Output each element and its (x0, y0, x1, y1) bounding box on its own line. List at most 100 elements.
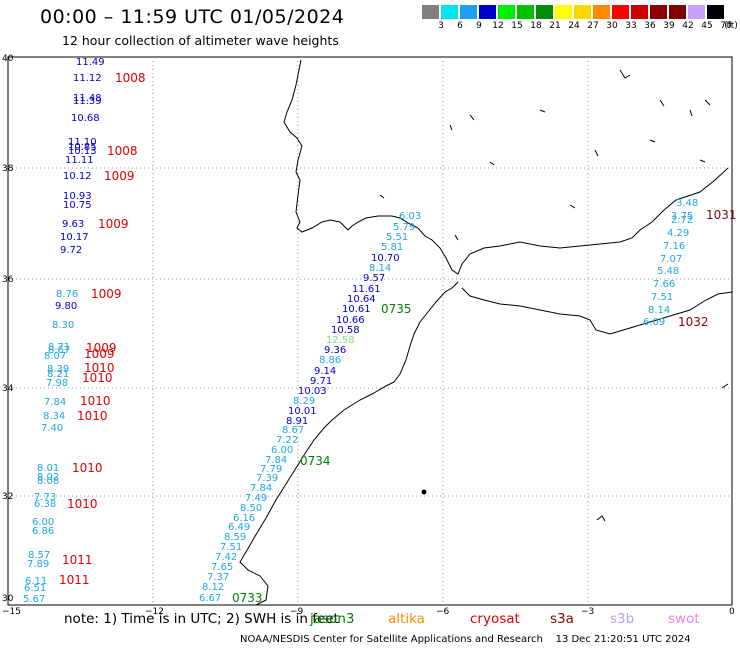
pressure-label: 1008 (115, 71, 146, 85)
left-column-blue: 11.49 11.12 11.48 11.39 10.68 11.10 10.8… (55, 57, 105, 312)
satellite-altika: altika (388, 611, 425, 627)
wave-height-label: 7.84 (44, 397, 66, 408)
legend-label: 33 (625, 21, 637, 31)
wave-height-label: 9.80 (55, 301, 77, 312)
legend-label: 12 (492, 21, 504, 31)
wave-height-label: 7.73 (34, 492, 56, 503)
wave-height-label: 8.67 (282, 425, 304, 436)
pressure-label: 1010 (80, 394, 111, 408)
wave-height-label: 8.02 (37, 472, 59, 483)
legend-swatch (612, 5, 629, 19)
wave-height-label: 10.75 (63, 200, 92, 211)
lon-tick: −15 (2, 607, 21, 617)
pressure-label: 1032 (678, 315, 709, 329)
map-subtitle: 12 hour collection of altimeter wave hei… (62, 33, 339, 48)
wave-height-label: 8.14 (648, 305, 670, 316)
pressure-label: 1009 (98, 217, 129, 231)
coastline (239, 59, 733, 606)
wave-height-label: 8.07 (44, 351, 66, 362)
wave-height-label: 7.84 (265, 455, 287, 466)
wave-height-label: 10.68 (71, 113, 100, 124)
lat-tick: 40 (2, 54, 14, 64)
wave-height-label: 11.11 (65, 155, 94, 166)
lon-tick: −3 (581, 607, 594, 617)
wave-height-label: 8.86 (319, 355, 341, 366)
wave-height-label: 10.17 (60, 232, 89, 243)
wave-height-label: 5.79 (393, 222, 415, 233)
legend-label: 36 (644, 21, 656, 31)
wave-height-label: 10.64 (347, 294, 376, 305)
legend-label: 42 (682, 21, 694, 31)
legend-label: 70 (720, 21, 732, 31)
wave-height-label: 3.48 (676, 198, 698, 209)
wave-height-label: 10.12 (63, 171, 92, 182)
wave-height-label: 6.38 (34, 499, 56, 510)
legend-swatch (574, 5, 591, 19)
pressure-label: 1011 (62, 553, 93, 567)
map-frame (7, 56, 733, 606)
wave-height-label: 8.50 (240, 503, 262, 514)
legend-swatch (517, 5, 534, 19)
satellite-swot: swot (668, 611, 700, 627)
wave-height-label: 7.79 (260, 464, 282, 475)
wave-height-label: 8.59 (224, 532, 246, 543)
wave-height-label: 6.09 (643, 317, 665, 328)
wave-height-label: 8.14 (369, 263, 391, 274)
legend-swatch (707, 5, 724, 19)
wave-height-label: 8.01 (37, 463, 59, 474)
wave-height-label: 7.22 (276, 435, 298, 446)
wave-height-label: 7.98 (46, 378, 68, 389)
wave-height-label: 6.51 (24, 583, 46, 594)
wave-height-label: 8.76 (56, 289, 78, 300)
pressure-label: 1010 (67, 497, 98, 511)
wave-height-label: 10.66 (336, 315, 365, 326)
legend-unit: (ft) (724, 21, 738, 31)
legend-label: 45 (701, 21, 713, 31)
wave-height-label: 7.40 (41, 423, 63, 434)
pressure-label: 1010 (72, 461, 103, 475)
wave-height-label: 9.14 (314, 366, 336, 377)
lon-tick: −12 (145, 607, 164, 617)
wave-height-label: 2.72 (671, 215, 693, 226)
pressure-label: 1031 (706, 208, 737, 222)
lon-tick: 0 (729, 607, 735, 617)
legend-swatch (650, 5, 667, 19)
legend-label: 6 (457, 21, 463, 31)
pass-time-labels: 0735 0734 0733 (232, 302, 412, 605)
legend-swatch (688, 5, 705, 19)
wave-height-label: 4.29 (667, 228, 689, 239)
lon-tick: −6 (436, 607, 450, 617)
wave-height-label: 10.13 (68, 146, 97, 157)
legend-swatch (669, 5, 686, 19)
wave-height-label: 11.39 (73, 96, 102, 107)
pressure-label: 1011 (59, 573, 90, 587)
pressure-label: 1010 (82, 371, 113, 385)
wave-height-label: 5.67 (23, 594, 45, 605)
pressure-label: 1009 (86, 341, 117, 355)
pressure-label: 1008 (107, 144, 138, 158)
legend-swatch (441, 5, 458, 19)
wave-height-label: 11.61 (352, 284, 381, 295)
coastal-pass-0733: 6.67 8.12 7.37 7.65 7.42 7.51 8.59 6.49 … (199, 211, 421, 604)
legend-swatch (422, 5, 439, 19)
legend-label: 30 (606, 21, 618, 31)
wave-height-label: 6.00 (271, 445, 293, 456)
graticule (8, 57, 732, 605)
wave-height-label: 6.16 (233, 513, 255, 524)
wave-height-label: 8.08 (37, 476, 59, 487)
satellite-s3a: s3a (550, 611, 574, 627)
pressure-label: 1009 (84, 347, 115, 361)
legend-label: 9 (476, 21, 482, 31)
legend-label: 3 (438, 21, 444, 31)
wave-height-label: 11.10 (68, 137, 97, 148)
wave-height-label: 8.39 (47, 364, 69, 375)
legend-swatch (593, 5, 610, 19)
pressure-label: 1009 (91, 287, 122, 301)
legend-swatch (460, 5, 477, 19)
wave-height-label: 7.89 (27, 559, 49, 570)
legend-label: 39 (663, 21, 675, 31)
wave-height-label: 11.49 (76, 57, 105, 68)
wave-height-label: 5.81 (381, 242, 403, 253)
wave-height-label: 6.49 (228, 522, 250, 533)
